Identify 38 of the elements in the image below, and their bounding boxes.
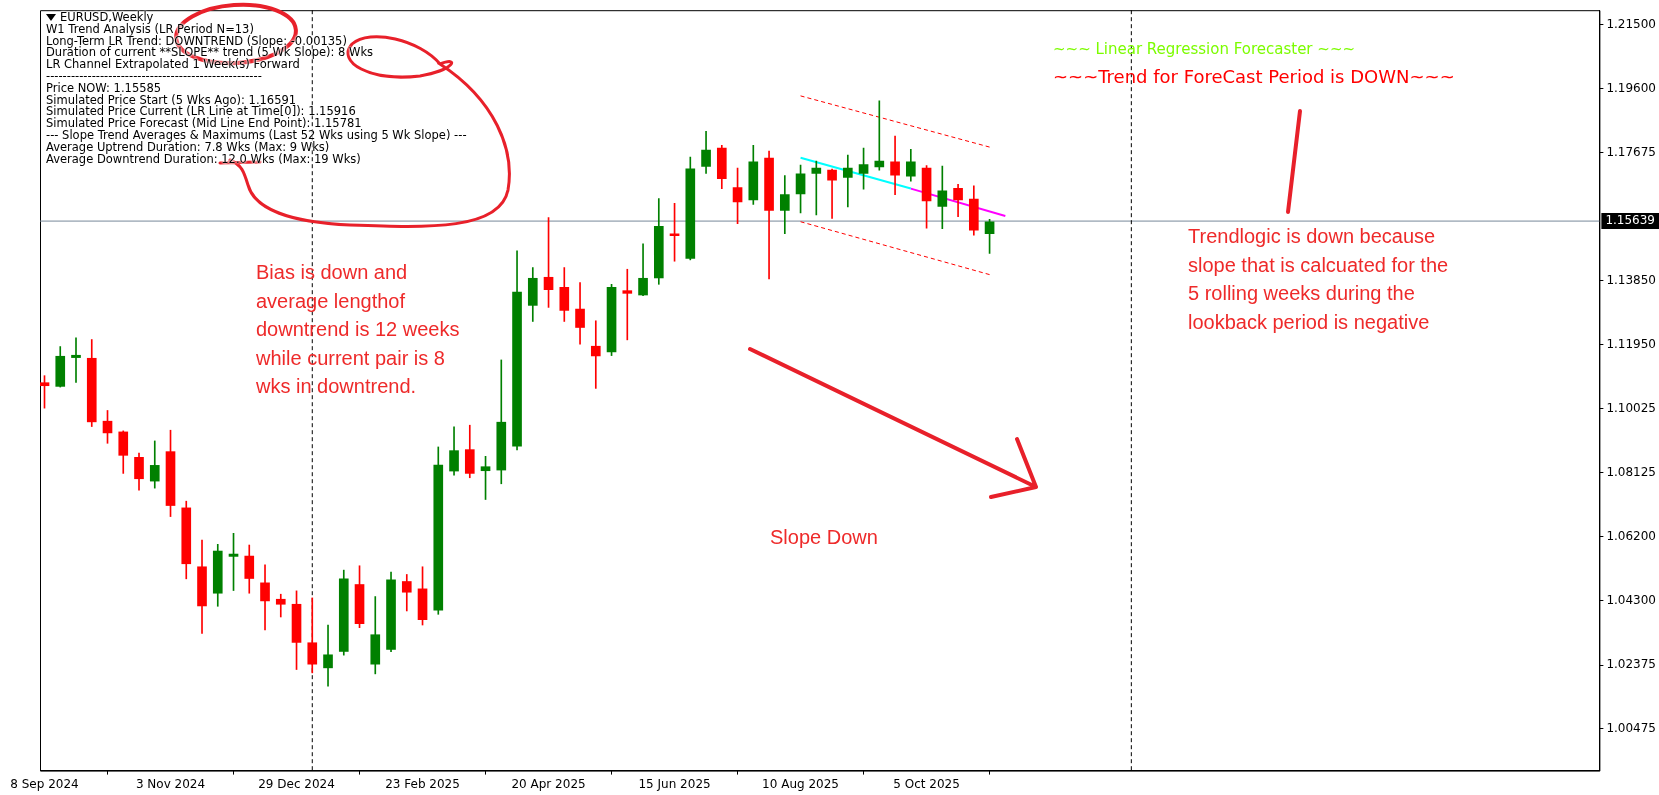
candlestick — [811, 160, 822, 216]
y-tick-label: 1.06200 — [1606, 529, 1656, 544]
y-tick-label: 1.00475 — [1606, 720, 1656, 735]
annotation: Trendlogic is down because slope that is calcuated for the 5 rolling weeks during the lookback period is negative — [1188, 224, 1450, 335]
y-tick-label: 1.19600 — [1606, 80, 1656, 95]
candlestick — [842, 154, 853, 208]
candlestick — [937, 165, 948, 230]
annotation: Bias is down and average lengthof downtrend is 12 weeks while current pair is 8 wks in downtrend. — [256, 260, 461, 399]
y-tick-label: 1.17675 — [1606, 145, 1656, 160]
y-tick-label: 1.08125 — [1606, 464, 1656, 479]
candlestick — [71, 337, 81, 383]
y-tick-label: 1.13850 — [1606, 273, 1656, 288]
x-tick-label: 8 Sep 2024 — [10, 776, 79, 791]
y-tick-label: 1.10025 — [1606, 401, 1656, 416]
annotation: Price NOW: 1.15585 — [46, 80, 162, 95]
x-tick-label: 10 Aug 2025 — [762, 776, 839, 791]
annotation: ~~~ Linear Regression Forecaster ~~~ — [1053, 40, 1356, 58]
x-tick-label: 20 Apr 2025 — [511, 776, 586, 791]
x-tick-label: 23 Feb 2025 — [385, 776, 460, 791]
chart-title: EURUSD,Weekly — [60, 10, 154, 24]
candlestick — [323, 624, 333, 687]
x-tick-label: 29 Dec 2024 — [258, 776, 335, 791]
x-tick-label: 5 Oct 2025 — [893, 776, 960, 791]
candlestick — [890, 135, 900, 195]
candlestick — [874, 100, 885, 171]
candlestick — [590, 320, 601, 389]
x-tick-label: 15 Jun 2025 — [638, 776, 711, 791]
y-tick-label: 1.21500 — [1606, 17, 1656, 32]
y-tick-label: 1.11950 — [1606, 336, 1656, 351]
y-tick-label: 1.04300 — [1606, 592, 1656, 607]
y-tick-label: 1.02375 — [1606, 657, 1656, 672]
x-tick-label: 3 Nov 2024 — [135, 776, 206, 791]
annotation: Slope Down — [770, 526, 878, 549]
candlestick — [827, 168, 837, 219]
ref-line-label: 1.15639 — [1605, 213, 1655, 228]
annotation: ~~~Trend for ForeCast Period is DOWN~~~ — [1053, 66, 1455, 87]
annotation: --- Slope Trend Averages & Maximums (Last 52 Wks using 5 Wk Slope) --- — [46, 127, 467, 142]
candlestick — [622, 268, 633, 341]
